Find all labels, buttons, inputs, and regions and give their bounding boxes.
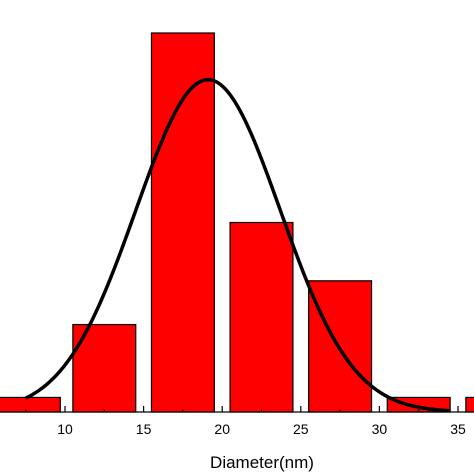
x-tick-label: 30 bbox=[372, 421, 388, 437]
x-tick-label: 15 bbox=[136, 421, 152, 437]
x-tick-label: 25 bbox=[293, 421, 309, 437]
histogram-bar bbox=[0, 396, 61, 413]
x-tick-label: 35 bbox=[450, 421, 466, 437]
x-tick-label: 10 bbox=[57, 421, 73, 437]
x-axis-title: Diameter(nm) bbox=[210, 453, 314, 472]
histogram-bar bbox=[229, 221, 294, 413]
x-tick-label: 20 bbox=[214, 421, 230, 437]
x-ticks: 10 15 20 25 30 35 bbox=[25, 406, 466, 437]
histogram-bar bbox=[150, 32, 215, 413]
histogram-bar bbox=[465, 396, 474, 413]
gaussian-fit-curve bbox=[24, 77, 451, 413]
